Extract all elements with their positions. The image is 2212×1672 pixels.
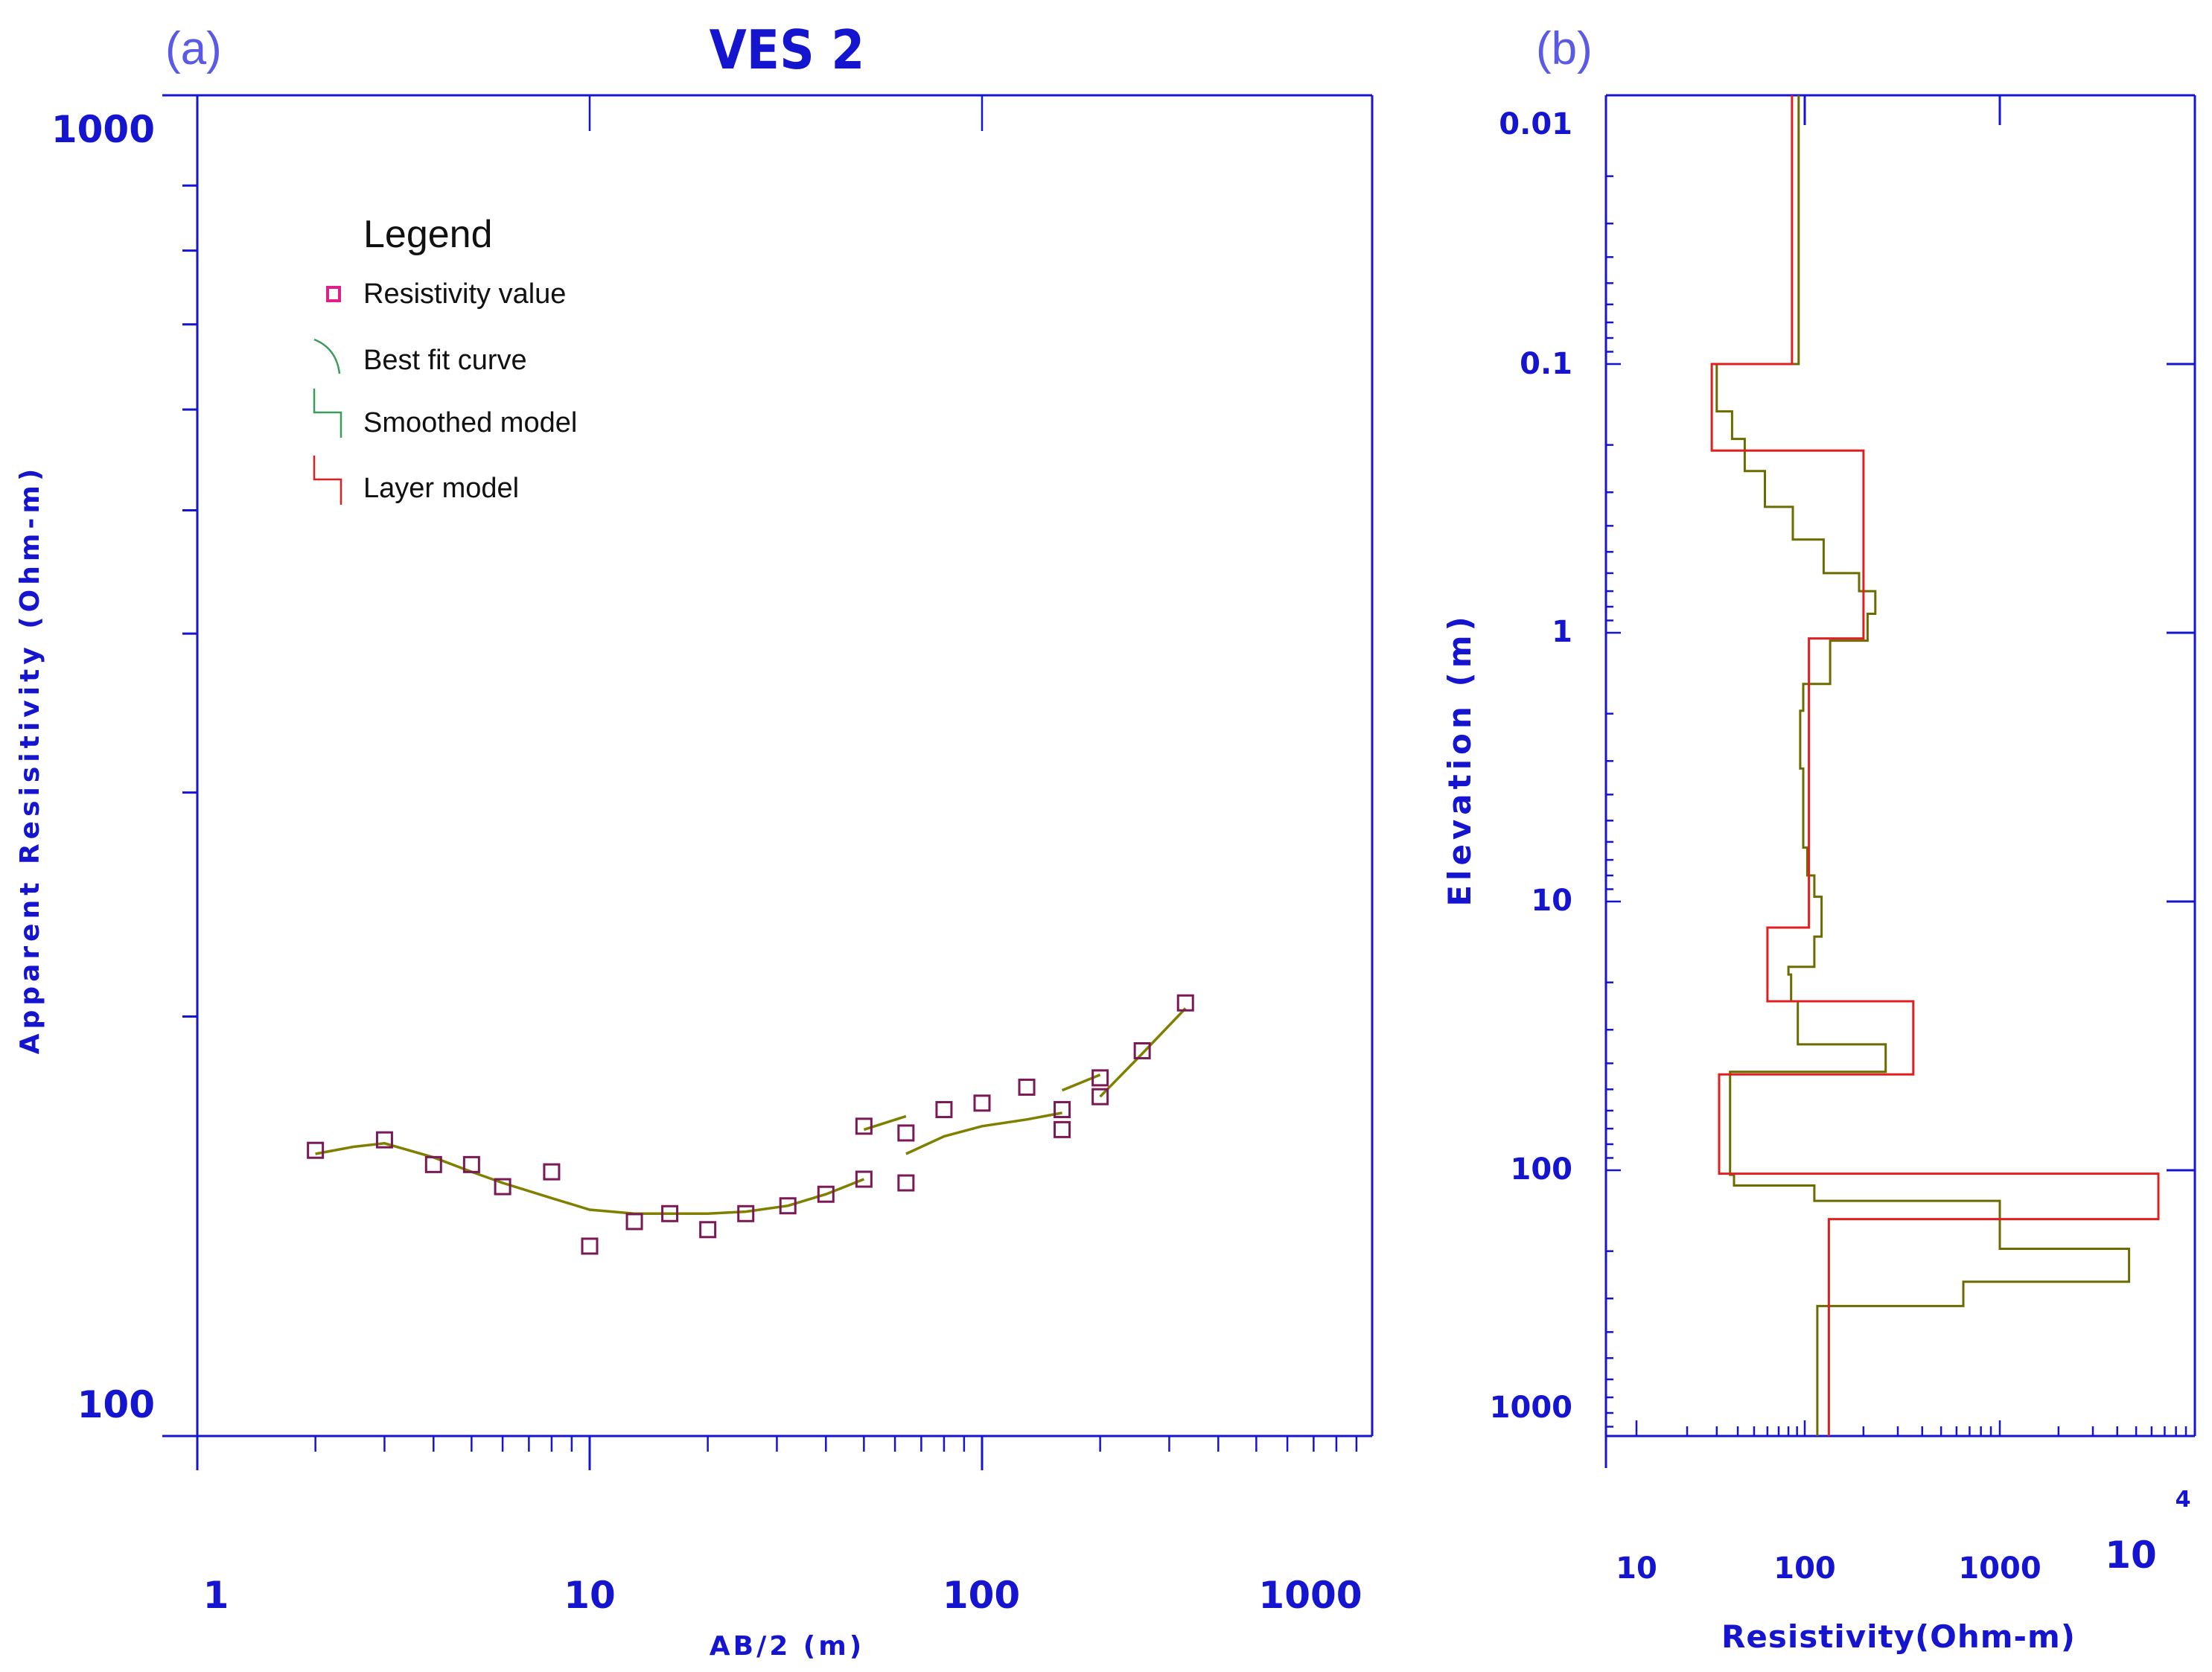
resistivity-point: [779, 1197, 797, 1215]
resistivity-point: [855, 1117, 873, 1135]
panel-a-label: (a): [165, 23, 222, 74]
resistivity-point: [307, 1141, 325, 1159]
panel-b-y-tick-label: 0.1: [1520, 347, 1572, 381]
best-fit-segment: [315, 1142, 865, 1216]
square-marker-icon: [326, 286, 341, 302]
panel-b-y-tick-label: 1000: [1490, 1391, 1572, 1425]
resistivity-point: [424, 1155, 442, 1173]
smoothed-model-line: [1715, 95, 2131, 1436]
panel-b-x-tick-label: 1000: [1958, 1551, 2041, 1586]
resistivity-point: [1018, 1078, 1036, 1096]
resistivity-point: [494, 1178, 511, 1196]
resistivity-point: [1054, 1120, 1071, 1138]
layer-step-icon: [313, 456, 342, 505]
panel-a-top-ticks: [588, 95, 984, 131]
resistivity-point: [581, 1237, 599, 1255]
legend-title: Legend: [363, 213, 493, 256]
smoothed-step-icon: [313, 389, 342, 438]
resistivity-point: [897, 1174, 915, 1192]
legend-item-label: Smoothed model: [363, 407, 577, 438]
panel-b-y-tick-label: 0.01: [1499, 107, 1572, 141]
resistivity-point: [855, 1170, 873, 1188]
panel-a-y-tick-label: 100: [77, 1383, 155, 1426]
smoothed-model-path: [1715, 95, 2131, 1436]
legend-item-label: Resistivity value: [363, 278, 566, 310]
panel-a-x-tick-label: 100: [943, 1574, 1020, 1617]
panel-b-y-tick-label: 1: [1552, 615, 1572, 649]
curve-icon: [313, 338, 341, 374]
panel-b-x-tick-label: 100: [1773, 1551, 1836, 1586]
resistivity-point: [973, 1094, 991, 1112]
panel-a-title: VES 2: [710, 19, 865, 81]
resistivity-point: [543, 1163, 561, 1181]
resistivity-points: [307, 994, 1194, 1255]
resistivity-point: [375, 1131, 393, 1149]
panel-b-x-tick-label: 10: [1616, 1551, 1657, 1586]
panel-a-frame: [162, 94, 1374, 1470]
resistivity-point: [1133, 1041, 1151, 1059]
panel-b-frame: [1604, 94, 2196, 1468]
resistivity-point: [1054, 1101, 1071, 1119]
panel-a-x-tick-label: 10: [564, 1574, 616, 1617]
panel-b-x-axis-title: Resistivity(Ohm-m): [1721, 1618, 2076, 1655]
resistivity-point: [625, 1213, 643, 1231]
resistivity-point: [1176, 994, 1194, 1012]
best-fit-segment: [1099, 1007, 1187, 1098]
best-fit-segment: [905, 1111, 1062, 1155]
panel-a-x-tick-label: 1000: [1258, 1574, 1362, 1617]
panel-a-x-axis-title: AB/2 (m): [710, 1631, 864, 1662]
panel-b-x-tick-exponent: 4: [2176, 1487, 2191, 1513]
legend-item-label: Layer model: [363, 473, 519, 504]
panel-b-x-ticks: [1635, 95, 2187, 1436]
resistivity-point: [1091, 1088, 1109, 1105]
legend-item-label: Best fit curve: [363, 345, 527, 376]
panel-a-y-ticks: [182, 184, 197, 1018]
resistivity-point: [661, 1204, 679, 1222]
resistivity-point: [1091, 1069, 1109, 1087]
panel-b: (b) 10 100 1000 10 4 0.01 0.1 1 10 100 1…: [1441, 23, 2196, 1655]
layer-model-path: [1710, 95, 2160, 1436]
panel-a-x-ticks: [196, 1436, 1358, 1470]
resistivity-point: [897, 1124, 915, 1142]
panel-b-y-axis-title: Elevation (m): [1441, 612, 1478, 906]
panel-b-y-tick-label: 10: [1531, 884, 1572, 918]
best-fit-segment: [1061, 1073, 1101, 1092]
panel-b-y-tick-label: 100: [1511, 1152, 1573, 1187]
panel-b-label: (b): [1536, 23, 1593, 74]
resistivity-point: [935, 1101, 953, 1119]
resistivity-point: [699, 1221, 717, 1239]
layer-model-line: [1710, 95, 2160, 1436]
resistivity-point: [737, 1204, 755, 1222]
panel-a: (a) VES 2 1 10 100 1000 1000 100 AB/2 (m…: [15, 19, 1374, 1662]
panel-a-y-tick-label: 1000: [51, 108, 155, 151]
resistivity-point: [462, 1155, 480, 1173]
panel-b-x-tick-label: 10: [2105, 1534, 2157, 1577]
panel-a-y-axis-title: Apparent Resisitivity (Ohm-m): [15, 465, 45, 1055]
panel-a-x-tick-label: 1: [203, 1574, 229, 1617]
panel-a-legend: Legend Resistivity value Best fit curve …: [313, 213, 577, 505]
panel-b-y-ticks: [1606, 94, 2195, 1428]
resistivity-point: [817, 1185, 835, 1203]
